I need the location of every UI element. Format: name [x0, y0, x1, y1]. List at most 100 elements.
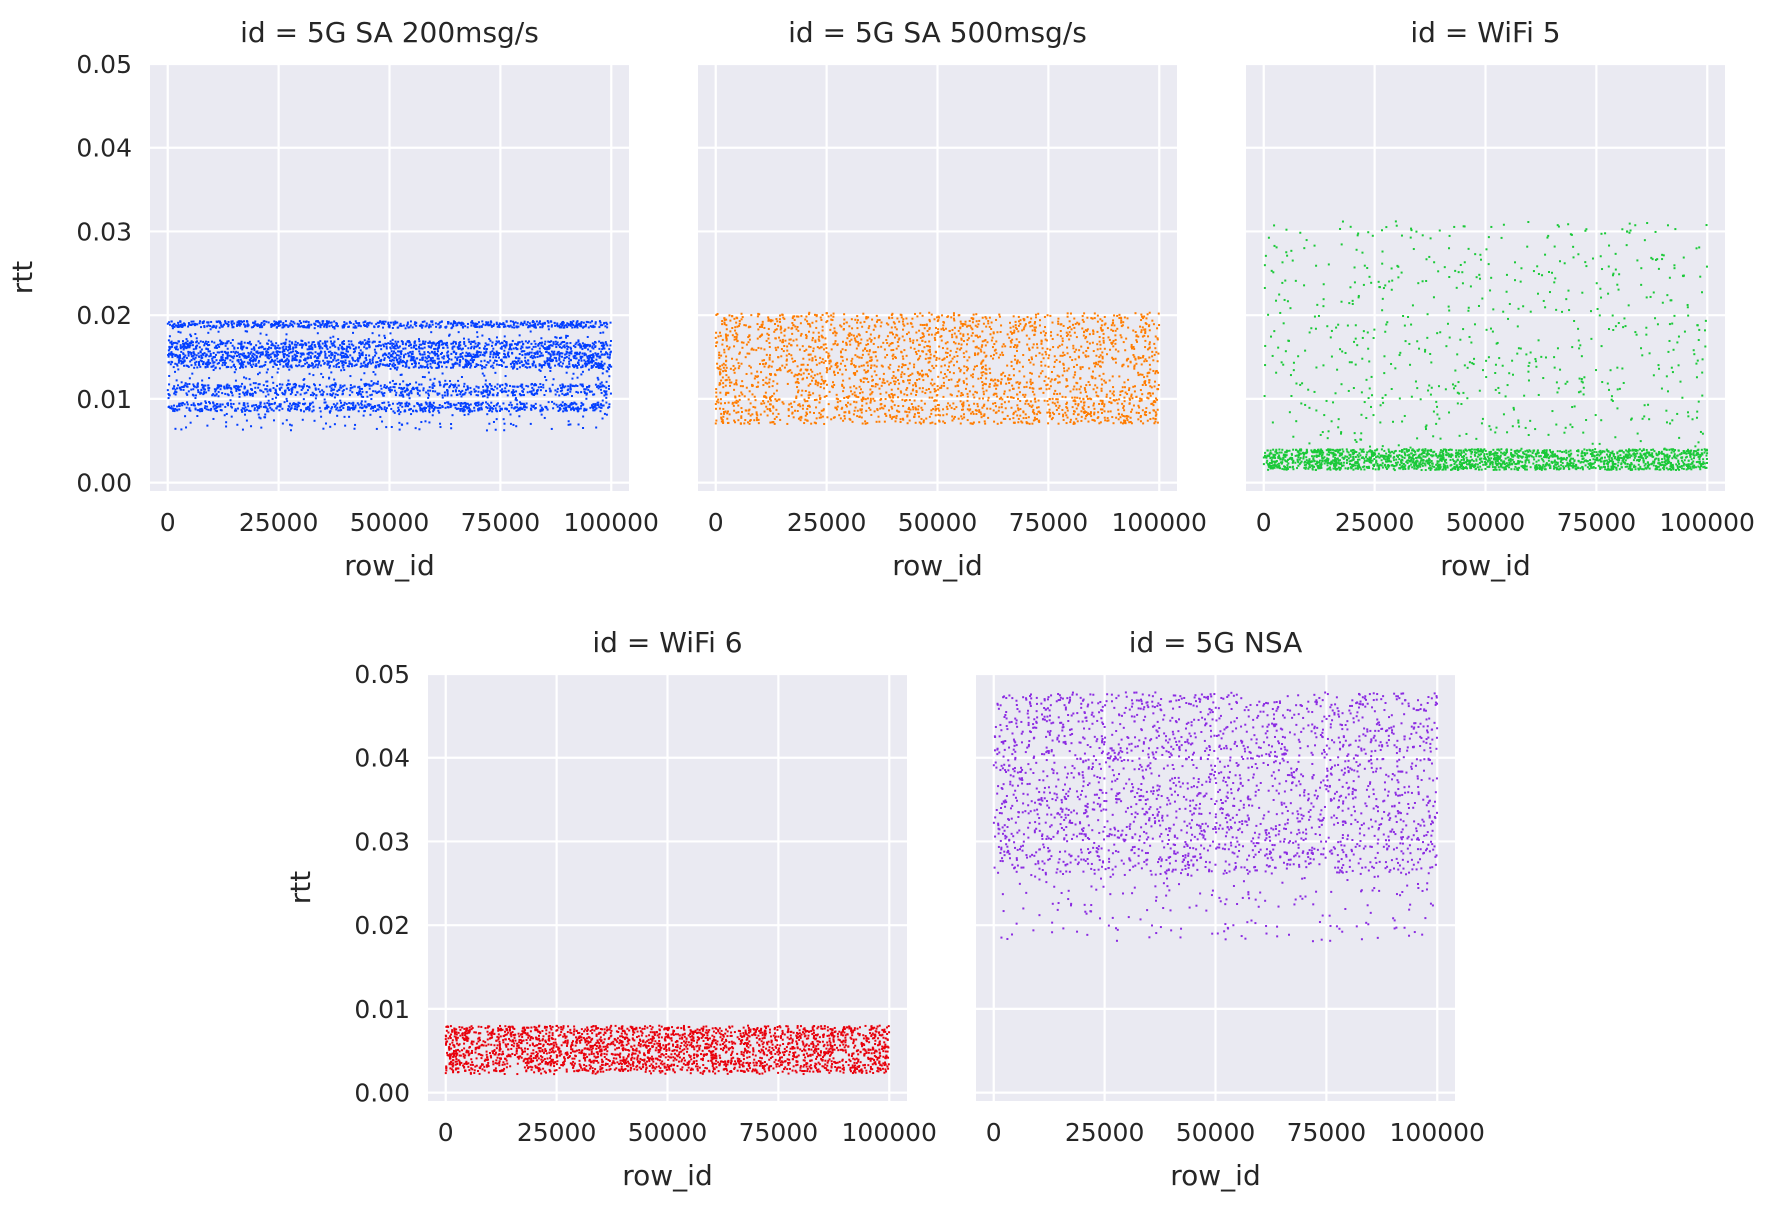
data-point — [303, 358, 306, 361]
data-point — [227, 404, 230, 407]
data-point — [892, 374, 895, 377]
data-point — [394, 356, 397, 359]
data-point — [352, 344, 355, 347]
data-point — [433, 406, 436, 409]
data-point — [525, 353, 528, 356]
data-point — [1025, 381, 1028, 384]
data-point — [931, 364, 934, 367]
data-point — [480, 392, 483, 395]
data-point — [530, 354, 533, 357]
data-point — [466, 402, 469, 405]
data-point — [491, 410, 494, 413]
data-point — [460, 324, 463, 327]
data-point — [200, 407, 203, 410]
data-point — [466, 362, 469, 365]
data-point — [593, 393, 596, 396]
data-point — [459, 391, 462, 394]
data-point — [560, 341, 563, 344]
data-point — [186, 340, 189, 343]
data-point — [367, 343, 370, 346]
data-point — [434, 390, 437, 393]
data-point — [298, 361, 301, 364]
data-point — [325, 406, 328, 409]
data-point — [223, 385, 226, 388]
data-point — [1144, 384, 1147, 387]
data-point — [284, 320, 287, 323]
facet-panel: id = 5G SA 200msg/s0 25000 50000 75000 10000… — [6, 16, 659, 582]
data-point — [460, 395, 463, 398]
data-point — [435, 325, 438, 328]
data-point — [570, 321, 573, 324]
data-point — [404, 327, 407, 330]
data-point — [923, 327, 926, 330]
data-point — [548, 364, 551, 367]
data-point — [536, 351, 539, 354]
data-point — [857, 342, 860, 345]
data-point — [318, 383, 321, 386]
data-point — [985, 389, 988, 392]
data-point — [1148, 381, 1151, 384]
data-point — [542, 408, 545, 411]
data-point — [583, 352, 586, 355]
data-point — [238, 355, 241, 358]
data-point — [497, 340, 500, 343]
data-point — [741, 316, 744, 319]
data-point — [843, 313, 846, 316]
data-point — [488, 390, 491, 393]
data-point — [380, 391, 383, 394]
data-point — [202, 321, 205, 324]
data-point — [1072, 344, 1075, 347]
data-point — [496, 394, 499, 397]
data-point — [1148, 329, 1151, 332]
data-point — [213, 341, 216, 344]
data-point — [214, 409, 217, 412]
data-point — [254, 382, 257, 385]
data-point — [1105, 393, 1108, 396]
data-point — [579, 407, 582, 410]
data-point — [169, 406, 172, 409]
data-point — [1044, 326, 1047, 329]
data-point — [234, 387, 237, 390]
data-point — [928, 311, 931, 314]
data-point — [275, 393, 278, 396]
data-point — [269, 389, 272, 392]
data-point — [292, 347, 295, 350]
data-point — [173, 385, 176, 388]
data-point — [186, 383, 189, 386]
data-point — [414, 362, 417, 365]
data-point — [717, 335, 720, 338]
data-point — [540, 366, 543, 369]
data-point — [268, 357, 271, 360]
data-point — [245, 355, 248, 358]
data-point — [253, 357, 256, 360]
data-point — [170, 352, 173, 355]
data-point — [566, 348, 569, 351]
data-point — [292, 357, 295, 360]
data-point — [171, 354, 174, 357]
data-point — [200, 402, 203, 405]
data-point — [492, 353, 495, 356]
data-point — [914, 351, 917, 354]
data-point — [986, 341, 989, 344]
data-point — [477, 390, 480, 393]
data-point — [894, 376, 897, 379]
data-point — [470, 364, 473, 367]
data-point — [1085, 350, 1088, 353]
data-point — [515, 409, 518, 412]
data-point — [598, 326, 601, 329]
data-point — [442, 357, 445, 360]
data-point — [596, 376, 599, 379]
data-point — [384, 352, 387, 355]
data-point — [204, 384, 207, 387]
data-point — [532, 321, 535, 324]
data-point — [486, 396, 489, 399]
data-point — [296, 391, 299, 394]
data-point — [347, 325, 350, 328]
data-point — [590, 364, 593, 367]
data-point — [428, 386, 431, 389]
data-point — [281, 383, 284, 386]
data-point — [327, 320, 330, 323]
data-point — [524, 353, 527, 356]
data-point — [333, 327, 336, 330]
data-point — [414, 427, 417, 430]
